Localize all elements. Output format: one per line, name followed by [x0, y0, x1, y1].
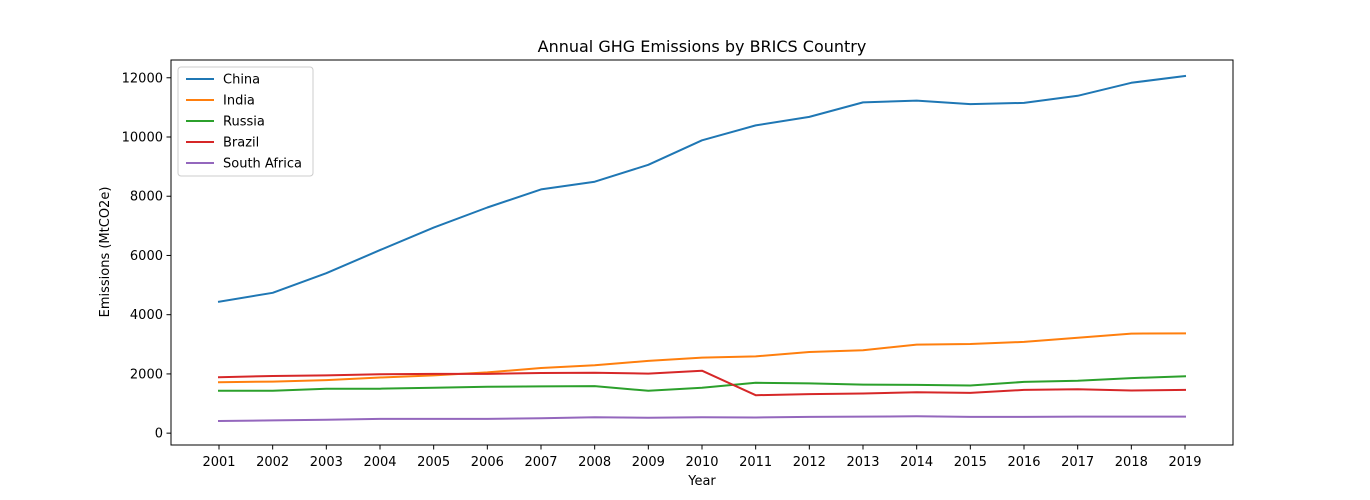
- series-line-brazil: [217, 369, 1187, 397]
- series-line-china: [217, 74, 1187, 303]
- y-tick-label: 4000: [130, 308, 163, 323]
- x-tick-label: 2015: [954, 455, 987, 470]
- series-line-south-africa: [217, 415, 1186, 423]
- x-tick-label: 2006: [471, 455, 504, 470]
- x-tick-label: 2014: [900, 455, 933, 470]
- y-tick-label: 6000: [130, 249, 163, 264]
- y-tick-label: 8000: [130, 190, 163, 205]
- legend-label: South Africa: [223, 157, 302, 172]
- legend-label: China: [223, 73, 260, 88]
- x-tick-label: 2005: [417, 455, 450, 470]
- x-tick-label: 2018: [1115, 455, 1148, 470]
- y-tick-label: 10000: [122, 131, 163, 146]
- x-axis: 2001 2002 2003 2004 2005 2006 2007 2008 2009 2010…: [202, 445, 1202, 470]
- y-tick-label: 2000: [130, 367, 163, 382]
- x-tick-label: 2011: [739, 455, 772, 470]
- x-tick-label: 2010: [685, 455, 718, 470]
- series-line-russia: [218, 375, 1187, 392]
- series-line-india: [217, 332, 1187, 384]
- x-tick-label: 2016: [1007, 455, 1040, 470]
- y-tick-label: 12000: [122, 71, 163, 86]
- x-tick-label: 2012: [793, 455, 826, 470]
- chart-title: Annual GHG Emissions by BRICS Country: [538, 37, 867, 56]
- x-axis-label: Year: [687, 474, 716, 489]
- x-tick-label: 2002: [256, 455, 289, 470]
- x-tick-label: 2009: [632, 455, 665, 470]
- plot-area: [217, 74, 1187, 423]
- x-tick-label: 2008: [578, 455, 611, 470]
- legend-label: Russia: [223, 115, 265, 130]
- y-axis: 0 2000 4000 6000 8000 10000 12000: [122, 71, 171, 442]
- x-tick-label: 2003: [310, 455, 343, 470]
- legend-label: India: [223, 94, 255, 109]
- y-tick-label: 0: [155, 427, 163, 442]
- x-tick-label: 2001: [202, 455, 235, 470]
- y-axis-label: Emissions (MtCO2e): [98, 187, 113, 318]
- x-tick-label: 2004: [363, 455, 396, 470]
- legend-label: Brazil: [223, 136, 259, 151]
- x-tick-label: 2013: [846, 455, 879, 470]
- x-tick-label: 2017: [1061, 455, 1094, 470]
- legend: China India Russia Brazil South Africa: [177, 66, 314, 177]
- x-tick-label: 2007: [524, 455, 557, 470]
- legend-box: [177, 66, 314, 177]
- x-tick-label: 2019: [1168, 455, 1201, 470]
